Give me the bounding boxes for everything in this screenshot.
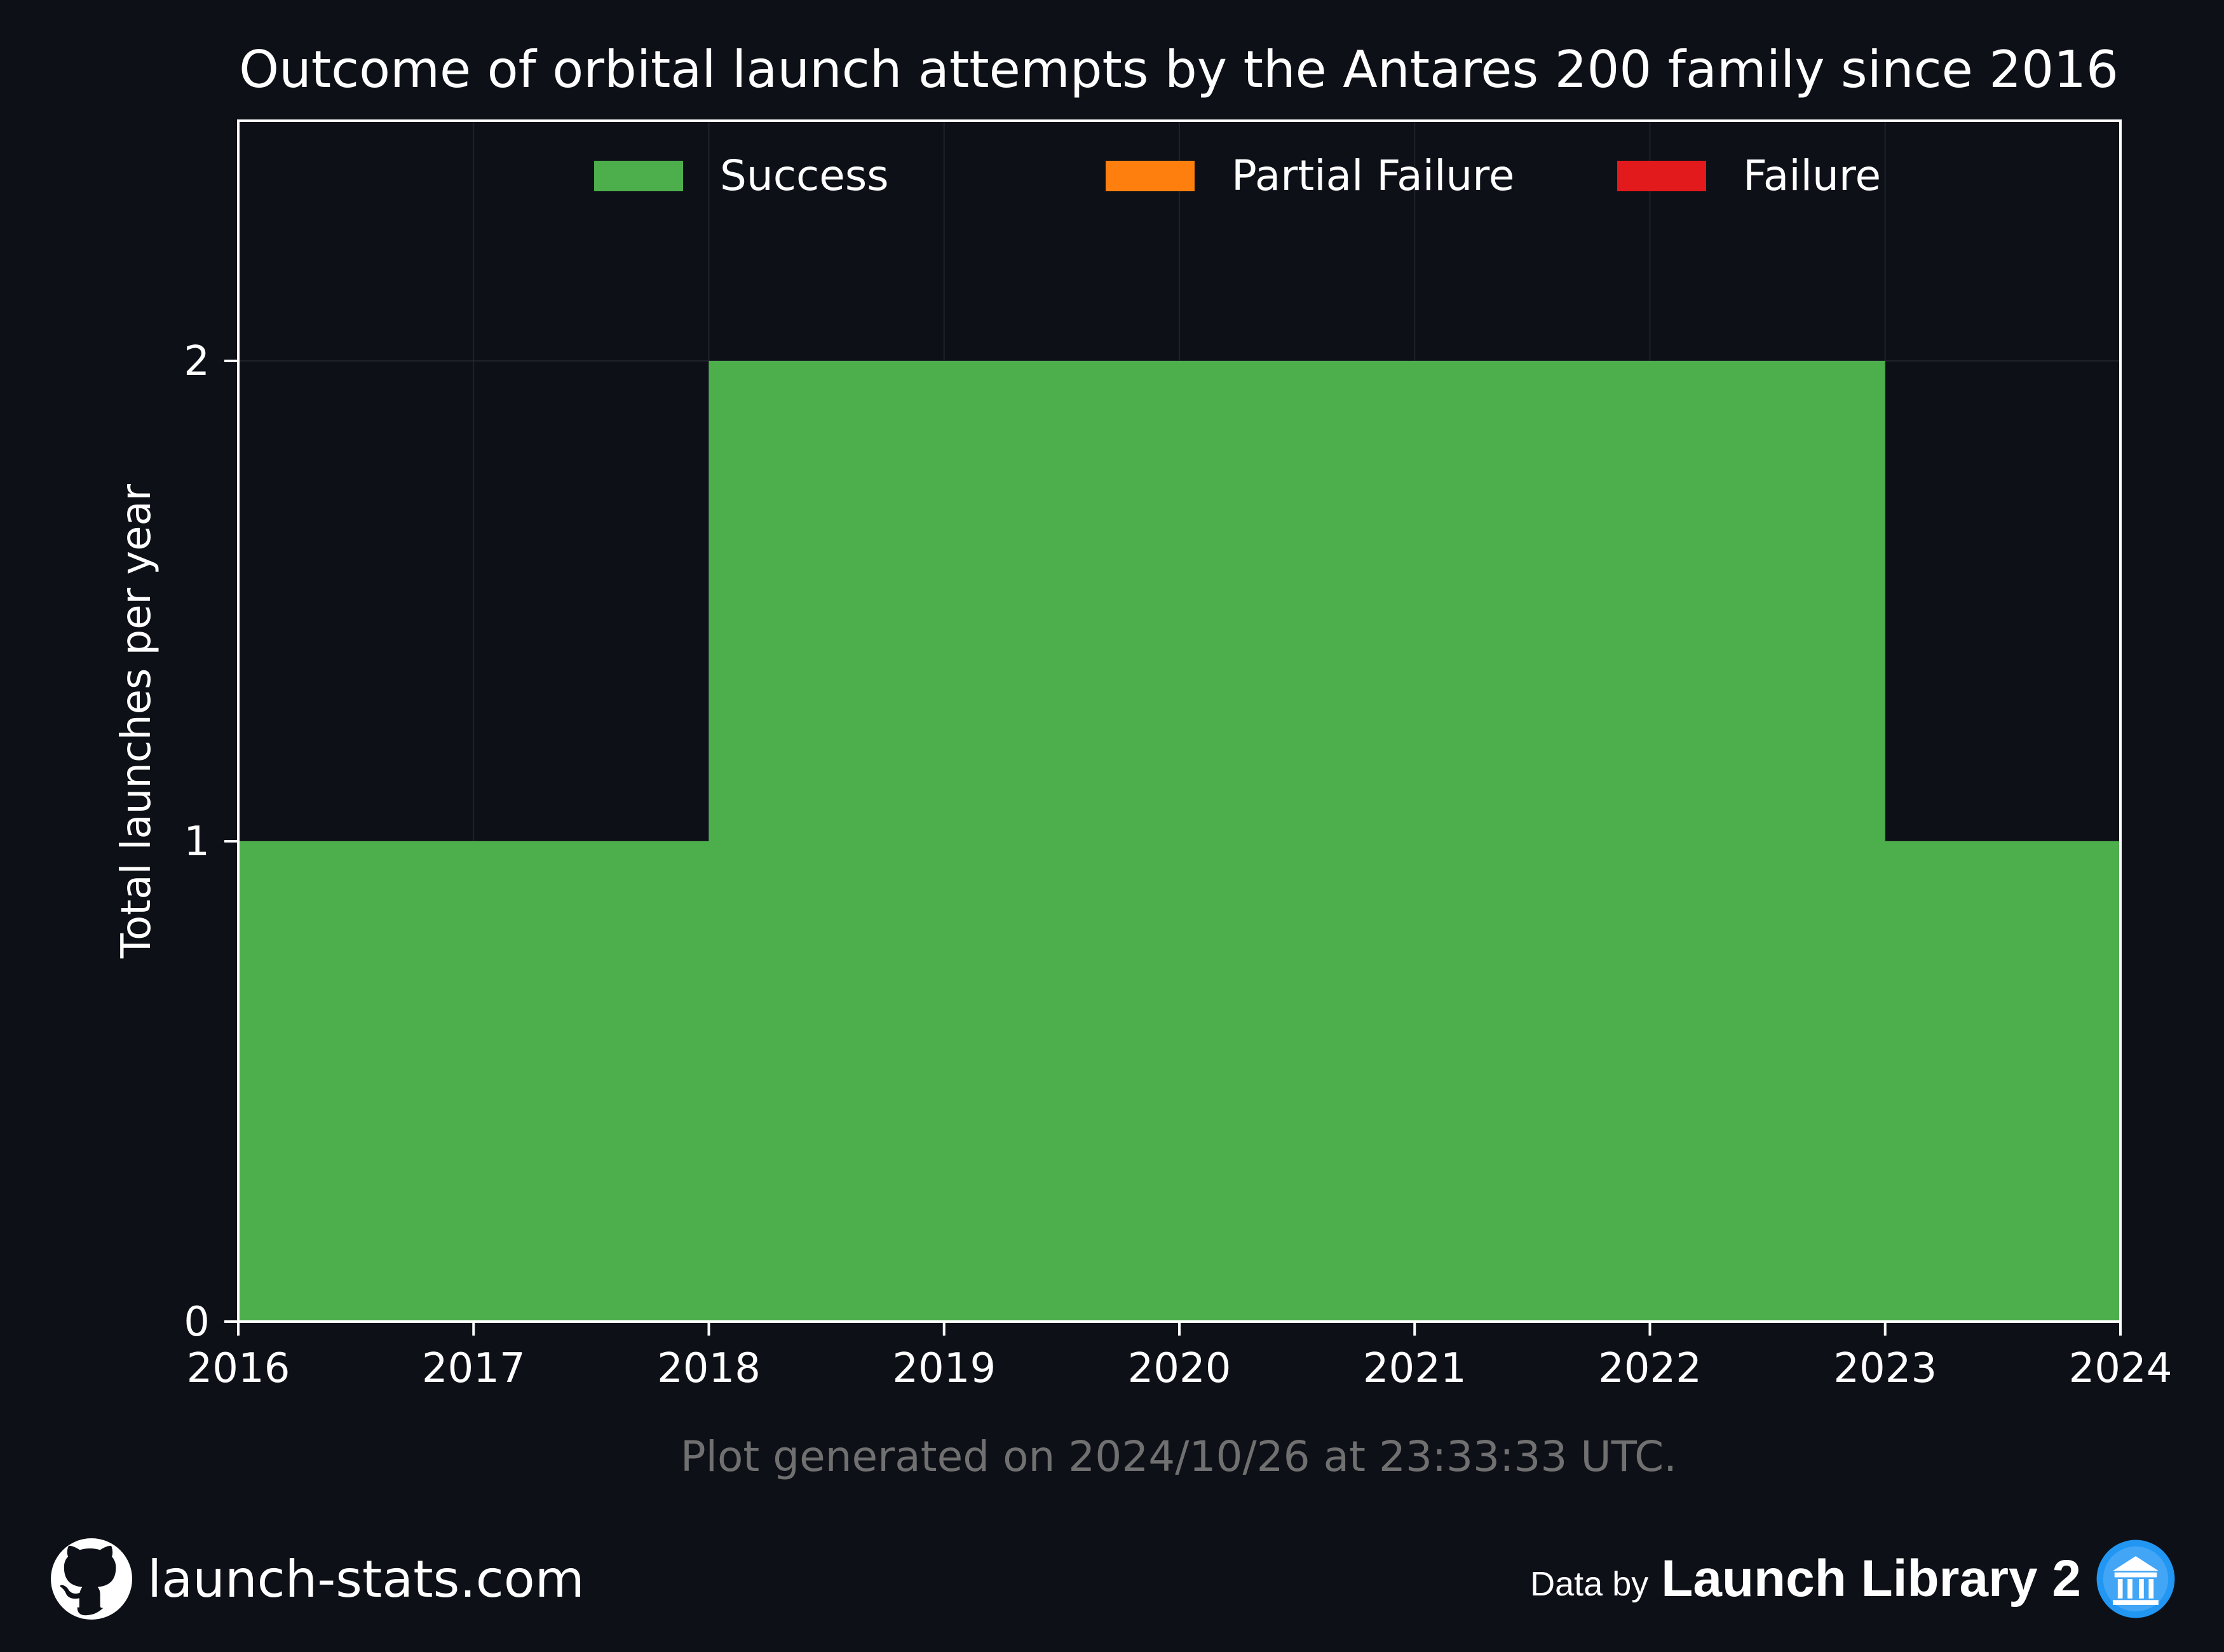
footer-site-label: launch-stats.com bbox=[147, 1549, 585, 1609]
y-axis-label: Total launches per year bbox=[113, 484, 160, 959]
x-tick-label: 2019 bbox=[892, 1345, 996, 1392]
data-by-label: Data by bbox=[1530, 1565, 1649, 1603]
legend-swatch bbox=[594, 161, 683, 191]
footer-source[interactable]: Data by Launch Library 2 bbox=[1530, 1538, 2176, 1620]
source-label: Launch Library 2 bbox=[1661, 1550, 2081, 1608]
legend-swatch bbox=[1617, 161, 1706, 191]
x-tick-label: 2018 bbox=[657, 1345, 761, 1392]
x-tick-label: 2020 bbox=[1128, 1345, 1231, 1392]
series-area-success bbox=[238, 361, 2120, 1322]
plot-area: 2016 2017 2018 2019 2020 2021 2022 2023 2024 0 1 2 bbox=[184, 119, 2173, 1392]
legend-label: Partial Failure bbox=[1231, 151, 1515, 200]
x-tick-label: 2017 bbox=[422, 1345, 525, 1392]
legend: Success Partial Failure Failure bbox=[594, 151, 1881, 200]
footer-site[interactable]: launch-stats.com bbox=[51, 1538, 585, 1620]
x-tick-label: 2021 bbox=[1363, 1345, 1467, 1392]
legend-label: Failure bbox=[1743, 151, 1881, 200]
launch-library-icon bbox=[2096, 1540, 2175, 1618]
x-tick-label: 2016 bbox=[187, 1345, 290, 1392]
plot-generated-note: Plot generated on 2024/10/26 at 23:33:33… bbox=[681, 1432, 1677, 1481]
y-tick-label: 1 bbox=[184, 818, 210, 865]
y-tick-label: 2 bbox=[184, 338, 210, 385]
x-tick-label: 2022 bbox=[1598, 1345, 1702, 1392]
github-icon bbox=[51, 1538, 132, 1620]
legend-label: Success bbox=[720, 151, 889, 200]
x-tick-label: 2024 bbox=[2069, 1345, 2173, 1392]
legend-swatch bbox=[1106, 161, 1195, 191]
y-tick-label: 0 bbox=[184, 1299, 210, 1346]
chart-title: Outcome of orbital launch attempts by th… bbox=[239, 40, 2119, 99]
x-tick-label: 2023 bbox=[1833, 1345, 1937, 1392]
